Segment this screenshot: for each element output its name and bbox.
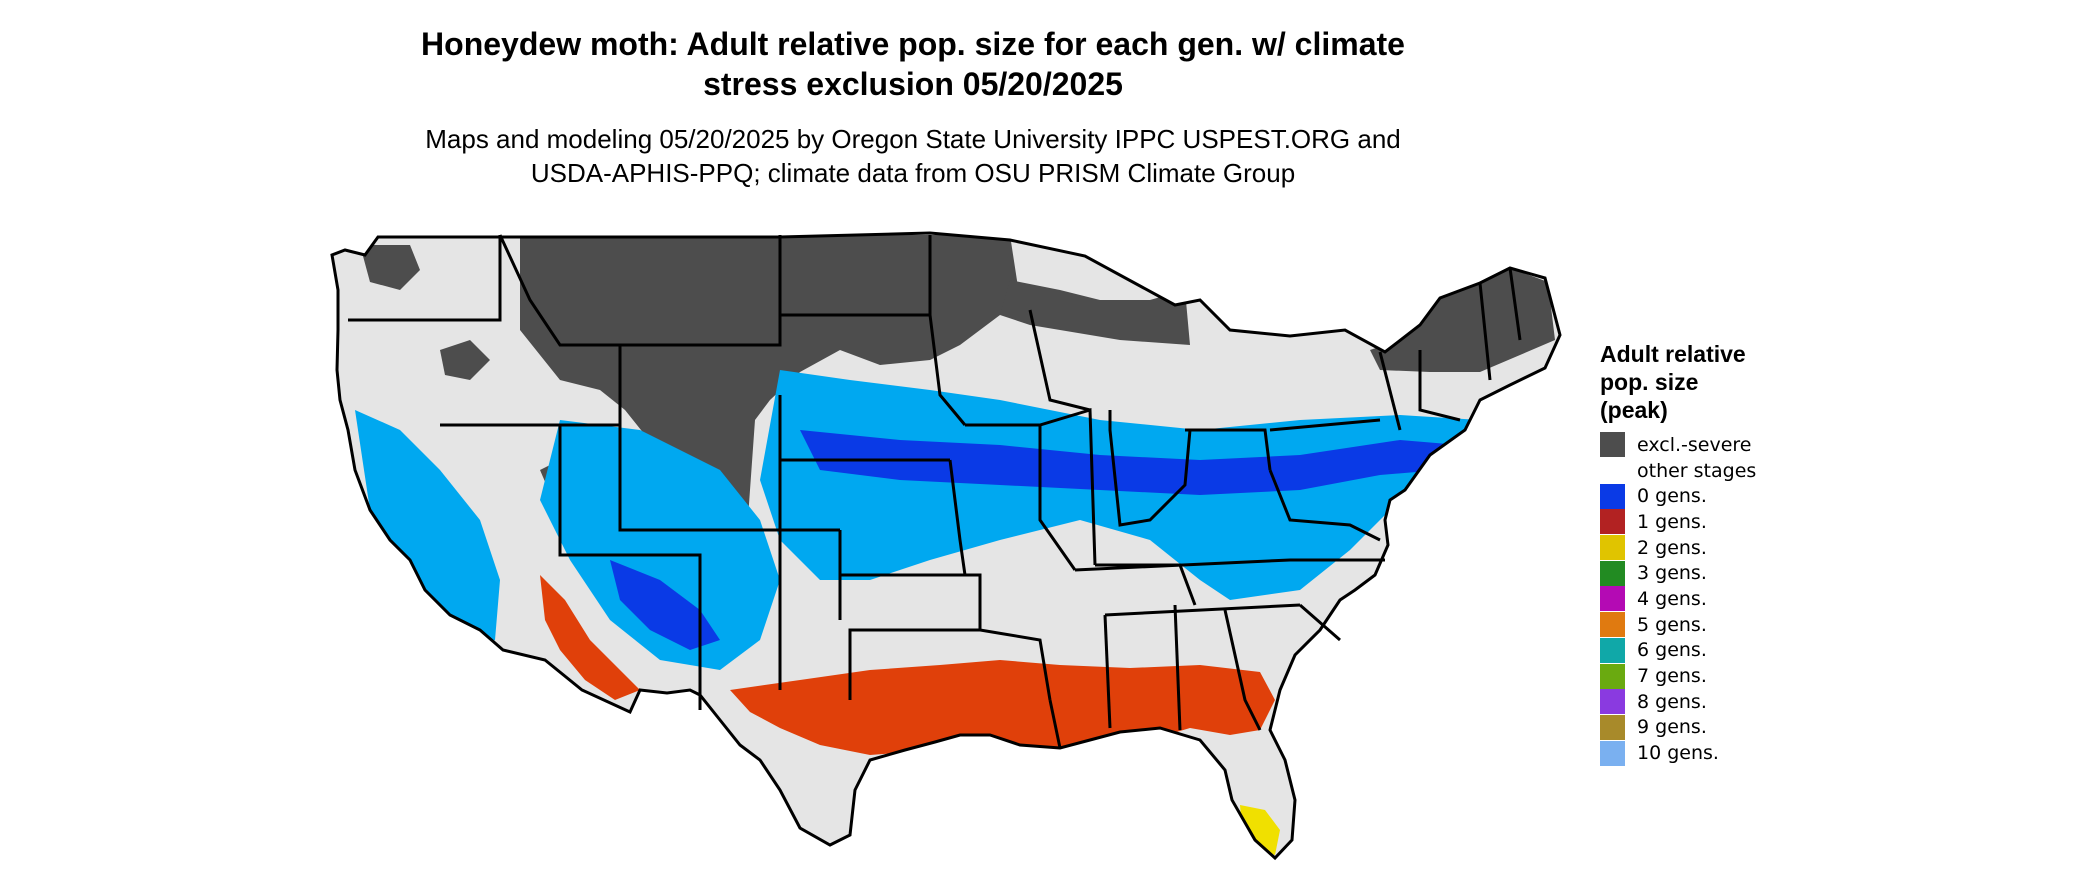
legend-label: 3 gens. bbox=[1637, 562, 1707, 585]
legend-item: 4 gens. bbox=[1600, 586, 1756, 612]
legend-swatch bbox=[1600, 483, 1625, 509]
legend-label: 1 gens. bbox=[1637, 510, 1707, 533]
legend-swatch bbox=[1600, 509, 1625, 535]
title-line-1: Honeydew moth: Adult relative pop. size … bbox=[421, 26, 1405, 62]
legend-item: excl.-severe bbox=[1600, 432, 1756, 458]
legend-swatch bbox=[1600, 663, 1625, 689]
two-gen-region bbox=[860, 780, 1280, 855]
legend-label: 7 gens. bbox=[1637, 665, 1707, 688]
legend-swatch bbox=[1600, 535, 1625, 561]
legend-swatch bbox=[1600, 689, 1625, 715]
legend-swatch bbox=[1600, 458, 1625, 484]
legend-item: 3 gens. bbox=[1600, 560, 1756, 586]
map-subtitle: Maps and modeling 05/20/2025 by Oregon S… bbox=[0, 122, 1826, 190]
legend-swatch bbox=[1600, 560, 1625, 586]
legend-label: 2 gens. bbox=[1637, 536, 1707, 559]
map-legend: Adult relative pop. size (peak) excl.-se… bbox=[1600, 340, 1756, 766]
legend-label: 0 gens. bbox=[1637, 485, 1707, 508]
legend-item: 6 gens. bbox=[1600, 637, 1756, 664]
legend-label: 8 gens. bbox=[1637, 690, 1707, 713]
legend-label: 9 gens. bbox=[1637, 716, 1707, 739]
legend-item: 5 gens. bbox=[1600, 612, 1756, 638]
zero-gen-light-band bbox=[355, 370, 1500, 670]
legend-item: 8 gens. bbox=[1600, 689, 1756, 715]
legend-label: excl.-severe bbox=[1637, 433, 1752, 456]
legend-label: 10 gens. bbox=[1637, 742, 1719, 765]
legend-item: 2 gens. bbox=[1600, 535, 1756, 561]
legend-swatch bbox=[1600, 740, 1625, 766]
title-line-2: stress exclusion 05/20/2025 bbox=[703, 66, 1123, 102]
legend-title-line-1: Adult relative bbox=[1600, 341, 1746, 367]
legend-items: excl.-severe other stages 0 gens. 1 gens. 2 … bbox=[1600, 432, 1756, 766]
legend-title-line-2: pop. size bbox=[1600, 369, 1699, 395]
legend-item: 10 gens. bbox=[1600, 740, 1756, 766]
zero-gen-dark-band bbox=[610, 430, 1460, 650]
legend-title: Adult relative pop. size (peak) bbox=[1600, 340, 1756, 424]
legend-swatch bbox=[1600, 432, 1625, 458]
legend-item: other stages bbox=[1600, 458, 1756, 484]
map-title: Honeydew moth: Adult relative pop. size … bbox=[0, 24, 1826, 104]
legend-item: 7 gens. bbox=[1600, 663, 1756, 689]
legend-swatch bbox=[1600, 612, 1625, 638]
legend-label: 5 gens. bbox=[1637, 613, 1707, 636]
legend-swatch bbox=[1600, 637, 1625, 663]
us-map bbox=[330, 231, 1562, 860]
legend-label: 4 gens. bbox=[1637, 587, 1707, 610]
legend-item: 1 gens. bbox=[1600, 509, 1756, 535]
legend-swatch bbox=[1600, 586, 1625, 612]
legend-item: 0 gens. bbox=[1600, 483, 1756, 509]
legend-swatch bbox=[1600, 714, 1625, 740]
subtitle-line-2: USDA-APHIS-PPQ; climate data from OSU PR… bbox=[530, 158, 1296, 188]
legend-label: other stages bbox=[1637, 459, 1757, 482]
legend-label: 6 gens. bbox=[1637, 639, 1707, 662]
subtitle-line-1: Maps and modeling 05/20/2025 by Oregon S… bbox=[425, 124, 1401, 154]
legend-title-line-3: (peak) bbox=[1600, 397, 1668, 423]
legend-item: 9 gens. bbox=[1600, 714, 1756, 741]
state-borders bbox=[330, 231, 1562, 860]
